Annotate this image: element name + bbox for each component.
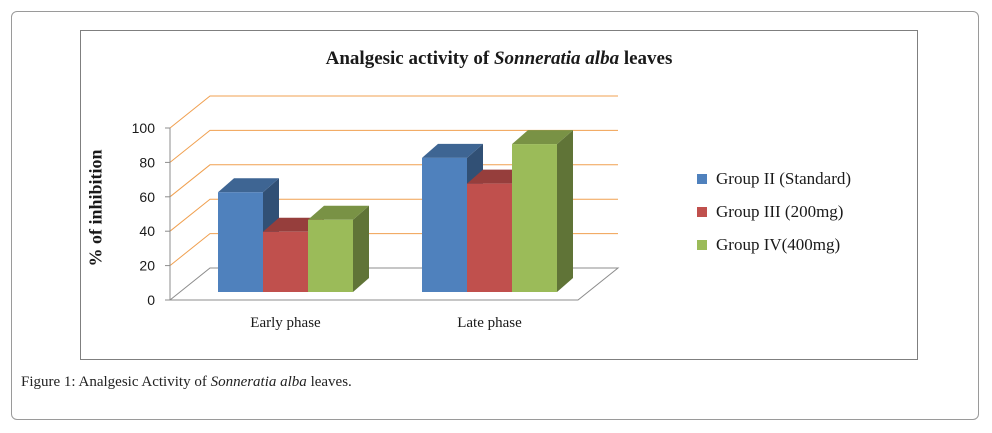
y-tick-label: 60 bbox=[139, 189, 155, 205]
bar-front bbox=[512, 144, 557, 292]
legend-swatch bbox=[697, 240, 707, 250]
legend-item: Group III (200mg) bbox=[697, 201, 843, 223]
bar-front bbox=[308, 219, 353, 292]
chart-title-prefix: Analgesic activity of bbox=[325, 48, 494, 69]
x-tick-label: Early phase bbox=[250, 315, 321, 331]
bar-top bbox=[218, 178, 279, 193]
bars-layer bbox=[218, 130, 573, 292]
bar-front bbox=[218, 192, 263, 292]
legend-label: Group IV(400mg) bbox=[716, 235, 841, 254]
bar bbox=[512, 130, 573, 292]
x-tick-label: Late phase bbox=[457, 315, 522, 331]
y-tick-label: 20 bbox=[139, 258, 155, 274]
chart-title-suffix: leaves bbox=[619, 48, 673, 69]
bar bbox=[308, 205, 369, 292]
chart-title-italic: Sonneratia alba bbox=[493, 48, 620, 69]
y-tick-label: 0 bbox=[147, 292, 155, 308]
caption-italic: Sonneratia alba bbox=[210, 374, 307, 390]
y-tick-label: 80 bbox=[139, 154, 155, 170]
legend-item: Group IV(400mg) bbox=[697, 234, 840, 256]
ticks-layer: 0 20 40 60 80 100 Early phase Late phase bbox=[132, 120, 578, 331]
caption-prefix: Figure 1: Analgesic Activity of bbox=[21, 374, 211, 390]
bar-front bbox=[263, 231, 308, 292]
y-tick-label: 40 bbox=[139, 223, 155, 239]
legend-label: Group III (200mg) bbox=[716, 202, 844, 221]
legend-label: Group II (Standard) bbox=[716, 169, 852, 188]
legend-item: Group II (Standard) bbox=[697, 168, 851, 190]
y-tick-label: 100 bbox=[132, 120, 156, 136]
caption-suffix: leaves. bbox=[306, 374, 352, 390]
bar-top bbox=[308, 205, 369, 220]
chart-title: Analgesic activity of Sonneratia alba le… bbox=[80, 48, 918, 70]
gridline bbox=[169, 95, 618, 129]
gridline bbox=[169, 129, 618, 163]
figure-caption: Figure 1: Analgesic Activity of Sonnerat… bbox=[21, 374, 352, 391]
legend-swatch bbox=[697, 174, 707, 184]
bar-front bbox=[467, 183, 512, 292]
bar-front bbox=[422, 157, 467, 292]
bar-top bbox=[512, 130, 573, 145]
bar-side bbox=[353, 205, 369, 292]
bar-side bbox=[557, 130, 573, 292]
bar-top bbox=[422, 143, 483, 158]
legend-swatch bbox=[697, 207, 707, 217]
